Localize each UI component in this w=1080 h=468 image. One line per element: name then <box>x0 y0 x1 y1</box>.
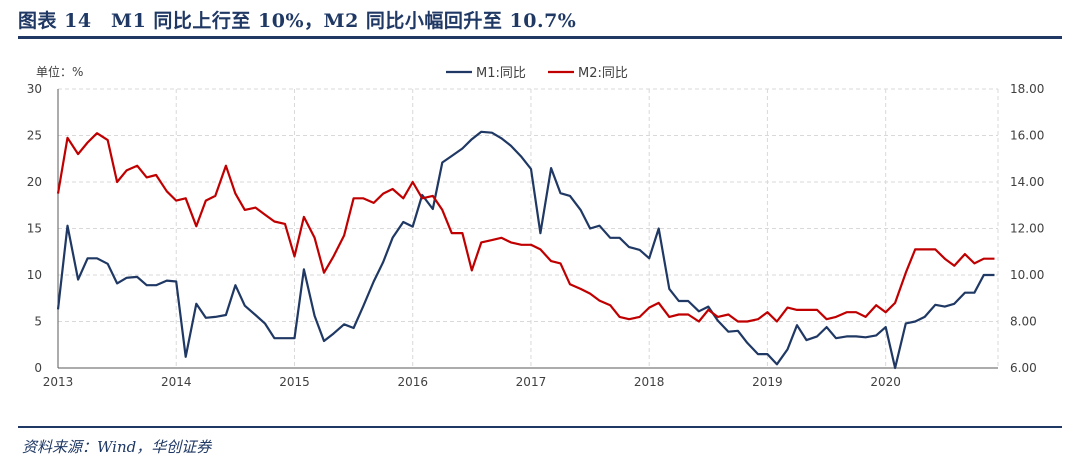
y-right-tick-label: 18.00 <box>1010 82 1044 96</box>
legend-label-m1: M1:同比 <box>476 66 526 81</box>
unit-label: 单位：% <box>36 64 83 79</box>
legend: M1:同比 M2:同比 <box>446 66 628 81</box>
y-right-tick-label: 10.00 <box>1010 268 1044 282</box>
y-left-tick-label: 5 <box>34 315 42 329</box>
x-tick-label: 2020 <box>870 375 901 389</box>
x-tick-label: 2019 <box>752 375 783 389</box>
y-right-tick-label: 12.00 <box>1010 222 1044 236</box>
footer-rule <box>18 426 1062 428</box>
x-tick-label: 2017 <box>516 375 547 389</box>
y-left-tick-label: 20 <box>27 175 42 189</box>
chart-title: 图表 14 M1 同比上行至 10%，M2 同比小幅回升至 10.7% <box>18 10 577 32</box>
grid <box>57 88 999 369</box>
y-left-tick-label: 30 <box>27 82 42 96</box>
y-left-tick-label: 25 <box>27 129 42 143</box>
y-right-tick-label: 8.00 <box>1010 315 1037 329</box>
title-underline <box>18 36 1062 39</box>
y-left-tick-label: 10 <box>27 268 42 282</box>
axes: 2013 2014 2015 2016 2017 2018 2019 2020 0 5 10 15 20… <box>27 82 1045 389</box>
y-left-tick-label: 15 <box>27 222 42 236</box>
y-right-tick-label: 14.00 <box>1010 175 1044 189</box>
x-tick-label: 2013 <box>43 375 74 389</box>
x-tick-label: 2016 <box>397 375 428 389</box>
y-left-tick-label: 0 <box>34 361 42 375</box>
y-right-tick-label: 16.00 <box>1010 129 1044 143</box>
legend-label-m2: M2:同比 <box>578 66 628 81</box>
series-line-m1 <box>56 130 995 370</box>
x-tick-label: 2018 <box>634 375 665 389</box>
source-note: 资料来源：Wind，华创证券 <box>22 438 212 456</box>
chart: 2013 2014 2015 2016 2017 2018 2019 2020 0 5 10 15 20… <box>27 64 1045 389</box>
x-tick-label: 2014 <box>161 375 192 389</box>
x-tick-label: 2015 <box>279 375 310 389</box>
series-lines <box>56 130 995 370</box>
series-line-m2 <box>56 132 995 323</box>
y-right-tick-label: 6.00 <box>1010 361 1037 375</box>
